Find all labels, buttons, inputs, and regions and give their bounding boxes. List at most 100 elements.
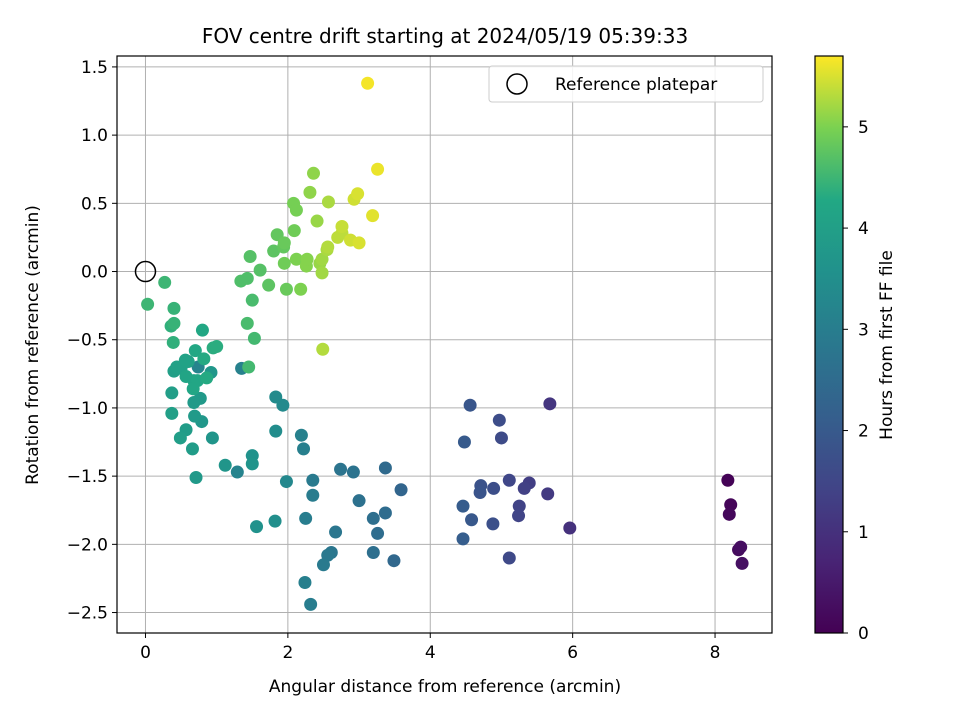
y-tick-label: 1.5: [81, 58, 108, 78]
scatter-point: [186, 382, 200, 396]
scatter-point: [456, 532, 470, 546]
reference-marker: [134, 260, 157, 283]
scatter-point: [335, 220, 349, 234]
x-tick-label: 2: [282, 643, 293, 663]
y-tick-label: −1.5: [67, 467, 108, 487]
scatter-point: [721, 473, 735, 487]
scatter-point: [316, 342, 330, 356]
x-tick-label: 6: [567, 643, 578, 663]
y-tick-label: −1.0: [67, 399, 108, 419]
scatter-point: [210, 340, 224, 354]
scatter-point: [242, 360, 256, 374]
scatter-point: [279, 475, 293, 489]
scatter-point: [494, 431, 508, 445]
scatter-point: [188, 409, 202, 423]
scatter-point: [463, 398, 477, 412]
scatter-point: [189, 470, 203, 484]
colorbar-tick-label: 2: [858, 422, 869, 442]
colorbar-label: Hours from first FF file: [877, 250, 897, 440]
scatter-point: [307, 166, 320, 180]
scatter-point: [306, 473, 320, 487]
scatter-point: [299, 511, 313, 525]
scatter-point: [563, 521, 577, 535]
scatter-point: [473, 486, 487, 500]
scatter-point: [492, 413, 506, 427]
scatter-point: [197, 352, 211, 366]
colorbar-ticks: 0 1 2 3 4 5: [843, 118, 869, 644]
x-tick-label: 8: [710, 643, 721, 663]
y-axis-ticks: −2.5 −2.0 −1.5 −1.0 −0.5 0.0 0.5 1.0 1.5: [67, 58, 117, 624]
scatter-point: [243, 250, 257, 264]
scatter-point: [297, 442, 311, 456]
x-tick-label: 4: [425, 643, 436, 663]
scatter-point: [543, 397, 557, 411]
plot-area: 0 2 4 6 8 −2.5 −2.0 −1.5 −1.0 −0.5 0.0 0.5 1.0 1.5: [67, 55, 773, 663]
scatter-point: [279, 282, 293, 296]
scatter-point: [200, 371, 214, 385]
scatter-point: [366, 209, 380, 223]
scatter-point: [512, 499, 526, 513]
scatter-point: [289, 203, 303, 217]
scatter-point: [351, 187, 365, 201]
scatter-point: [195, 323, 209, 337]
y-tick-label: 0.0: [81, 263, 108, 283]
scatter-point: [158, 275, 172, 289]
scatter-point: [346, 465, 360, 479]
scatter-point: [352, 494, 366, 508]
scatter-point: [329, 525, 343, 539]
scatter-point: [735, 556, 749, 570]
scatter-point: [300, 252, 314, 266]
scatter-point: [316, 558, 330, 572]
scatter-point: [541, 487, 555, 501]
scatter-point: [321, 240, 335, 254]
colorbar-tick-label: 1: [858, 523, 869, 543]
scatter-point: [512, 509, 526, 523]
scatter-point: [250, 520, 264, 534]
scatter-point: [253, 263, 267, 277]
scatter-point: [486, 517, 500, 531]
scatter-point: [294, 282, 308, 296]
scatter-point: [247, 331, 261, 345]
scatter-point: [722, 507, 736, 521]
legend: Reference platepar: [488, 65, 764, 103]
scatter-point: [205, 431, 219, 445]
scatter-point: [334, 462, 348, 476]
y-tick-label: −2.5: [67, 604, 108, 624]
colorbar: 0 1 2 3 4 5 Hours from first FF file: [814, 55, 897, 644]
scatter-point: [303, 185, 317, 199]
scatter-point: [310, 214, 324, 228]
scatter-point: [724, 498, 738, 512]
scatter-point: [262, 278, 276, 292]
legend-box: [488, 65, 764, 103]
colorbar-tick-label: 0: [858, 624, 869, 644]
scatter-point: [165, 386, 179, 400]
scatter-point: [294, 428, 308, 442]
scatter-point: [181, 355, 195, 369]
scatter-point: [289, 252, 303, 266]
scatter-point: [298, 576, 312, 590]
colorbar-tick-label: 3: [858, 320, 869, 340]
scatter-point: [321, 195, 335, 209]
y-tick-label: 0.5: [81, 194, 108, 214]
scatter-point: [245, 293, 259, 307]
scatter-point: [352, 236, 366, 250]
scatter-point: [387, 554, 401, 568]
chart-title: FOV centre drift starting at 2024/05/19 …: [202, 24, 688, 48]
scatter-point: [277, 236, 291, 250]
y-tick-label: 1.0: [81, 126, 108, 146]
scatter-point: [315, 266, 329, 280]
scatter-point: [165, 406, 179, 420]
colorbar-tick-label: 4: [858, 219, 869, 239]
scatter-point: [287, 224, 301, 238]
colorbar-tick-label: 5: [858, 118, 869, 138]
scatter-point: [502, 473, 516, 487]
scatter-point: [240, 271, 254, 285]
y-tick-label: −0.5: [67, 331, 108, 351]
scatter-point: [166, 335, 180, 349]
x-tick-label: 0: [140, 643, 151, 663]
scatter-point: [167, 301, 181, 315]
scatter-point: [456, 499, 470, 513]
scatter-point: [187, 395, 201, 409]
grid-lines: [117, 56, 772, 633]
